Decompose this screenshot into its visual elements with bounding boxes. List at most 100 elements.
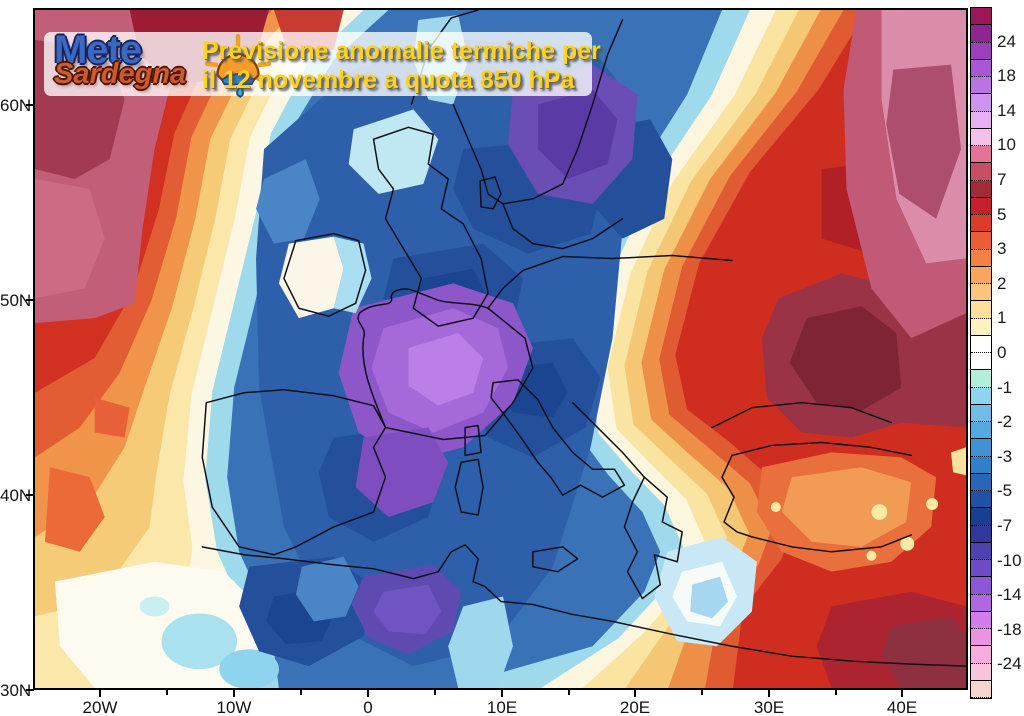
lon-label: 40E — [886, 698, 918, 716]
scale-cell — [971, 560, 991, 578]
scale-cell — [971, 387, 991, 405]
scale-label: -7 — [997, 516, 1013, 535]
lat-label: 50N — [0, 291, 32, 310]
scale-cell — [971, 439, 991, 457]
anomaly-map: Mete Sardegna Previ — [33, 8, 968, 690]
lon-label: 0 — [363, 698, 373, 716]
lon-tick — [233, 690, 235, 697]
scale-cell — [971, 180, 991, 198]
scale-cell — [971, 473, 991, 491]
anomaly-field-svg — [35, 10, 966, 688]
scale-label: 3 — [997, 239, 1007, 259]
scale-cell — [971, 59, 991, 77]
lon-tick — [501, 690, 503, 697]
scale-label: 2 — [997, 273, 1007, 293]
lat-tick — [26, 494, 34, 496]
scale-cell — [971, 197, 991, 215]
scale-label: -3 — [997, 446, 1013, 466]
scale-cell — [971, 491, 991, 509]
scale-label: 24 — [997, 31, 1016, 51]
lon-minor-tick — [701, 690, 703, 695]
scale-cell — [971, 335, 991, 353]
scale-label: 10 — [997, 135, 1016, 155]
lon-minor-tick — [166, 690, 168, 695]
scale-cell — [971, 284, 991, 302]
scale-cell — [971, 232, 991, 250]
scale-cell — [971, 111, 991, 129]
scale-cell — [971, 8, 991, 26]
scale-cell — [971, 525, 991, 543]
map-title-line1: Previsione anomalie termiche per — [202, 37, 601, 65]
scale-cell — [971, 249, 991, 267]
scale-cell — [971, 94, 991, 112]
scale-cell — [971, 577, 991, 595]
lon-label: 30E — [753, 698, 785, 716]
scale-cell — [971, 215, 991, 233]
lon-tick — [901, 690, 903, 697]
scale-cell — [971, 611, 991, 629]
scale-cell — [971, 146, 991, 164]
scale-cell — [971, 456, 991, 474]
lon-tick — [99, 690, 101, 697]
lon-tick — [768, 690, 770, 697]
scale-cell — [971, 594, 991, 612]
scale-cell — [971, 680, 991, 698]
scale-label: -1 — [997, 377, 1013, 397]
lon-label: 10W — [216, 698, 252, 716]
scale-label: 18 — [997, 66, 1016, 86]
lon-minor-tick — [300, 690, 302, 695]
scale-cell — [971, 318, 991, 336]
scale-label: 1 — [997, 308, 1007, 328]
scale-label: -18 — [997, 619, 1022, 639]
scale-label: 7 — [997, 170, 1007, 189]
scale-cell — [971, 301, 991, 319]
scale-label: 14 — [997, 100, 1016, 120]
scale-label: -10 — [997, 550, 1022, 570]
east-hot-cores — [654, 10, 966, 688]
meteo-sardegna-logo: Mete Sardegna — [54, 28, 272, 98]
lon-minor-tick — [567, 690, 570, 695]
scale-cell — [971, 42, 991, 60]
lon-minor-tick — [434, 690, 436, 695]
scale-cell — [971, 128, 991, 146]
lat-tick — [26, 299, 34, 301]
scale-cell — [971, 370, 991, 388]
scale-cell — [971, 163, 991, 181]
scale-cell — [971, 25, 991, 43]
lon-tick — [367, 690, 369, 697]
sun-with-raindrop-icon — [204, 34, 272, 98]
lon-tick — [634, 690, 636, 697]
color-scale — [970, 7, 992, 699]
scale-label: 5 — [997, 204, 1007, 224]
scale-cell — [971, 646, 991, 664]
lon-label: 10E — [486, 698, 518, 716]
scale-label: -5 — [997, 481, 1013, 501]
scale-cell — [971, 353, 991, 371]
lon-label: 20E — [619, 698, 651, 716]
scale-cell — [971, 663, 991, 681]
scale-label: -14 — [997, 585, 1022, 605]
map-title: Previsione anomalie termiche per il 12 n… — [202, 37, 601, 95]
scale-label: 0 — [997, 343, 1007, 362]
coastlines — [201, 10, 966, 667]
lat-tick — [26, 689, 34, 691]
lon-minor-tick — [834, 690, 837, 695]
scale-label: -24 — [997, 654, 1022, 674]
scale-cell — [971, 542, 991, 560]
lat-label: 30N — [0, 681, 32, 700]
scale-cell — [971, 422, 991, 440]
logo-title-banner: Mete Sardegna Previ — [44, 28, 601, 98]
lat-tick — [26, 104, 34, 106]
scale-cell — [971, 508, 991, 526]
map-title-line2: il 12 novembre a quota 850 hPa — [202, 66, 575, 94]
lat-label: 60N — [0, 96, 32, 115]
scale-cell — [971, 266, 991, 284]
scale-cell — [971, 629, 991, 647]
logo-text-meteo: Mete — [54, 28, 142, 72]
lat-label: 40N — [0, 486, 32, 505]
scale-cell — [971, 77, 991, 95]
scale-label: -2 — [997, 412, 1013, 432]
scale-cell — [971, 404, 991, 422]
lon-label: 20W — [82, 698, 118, 716]
